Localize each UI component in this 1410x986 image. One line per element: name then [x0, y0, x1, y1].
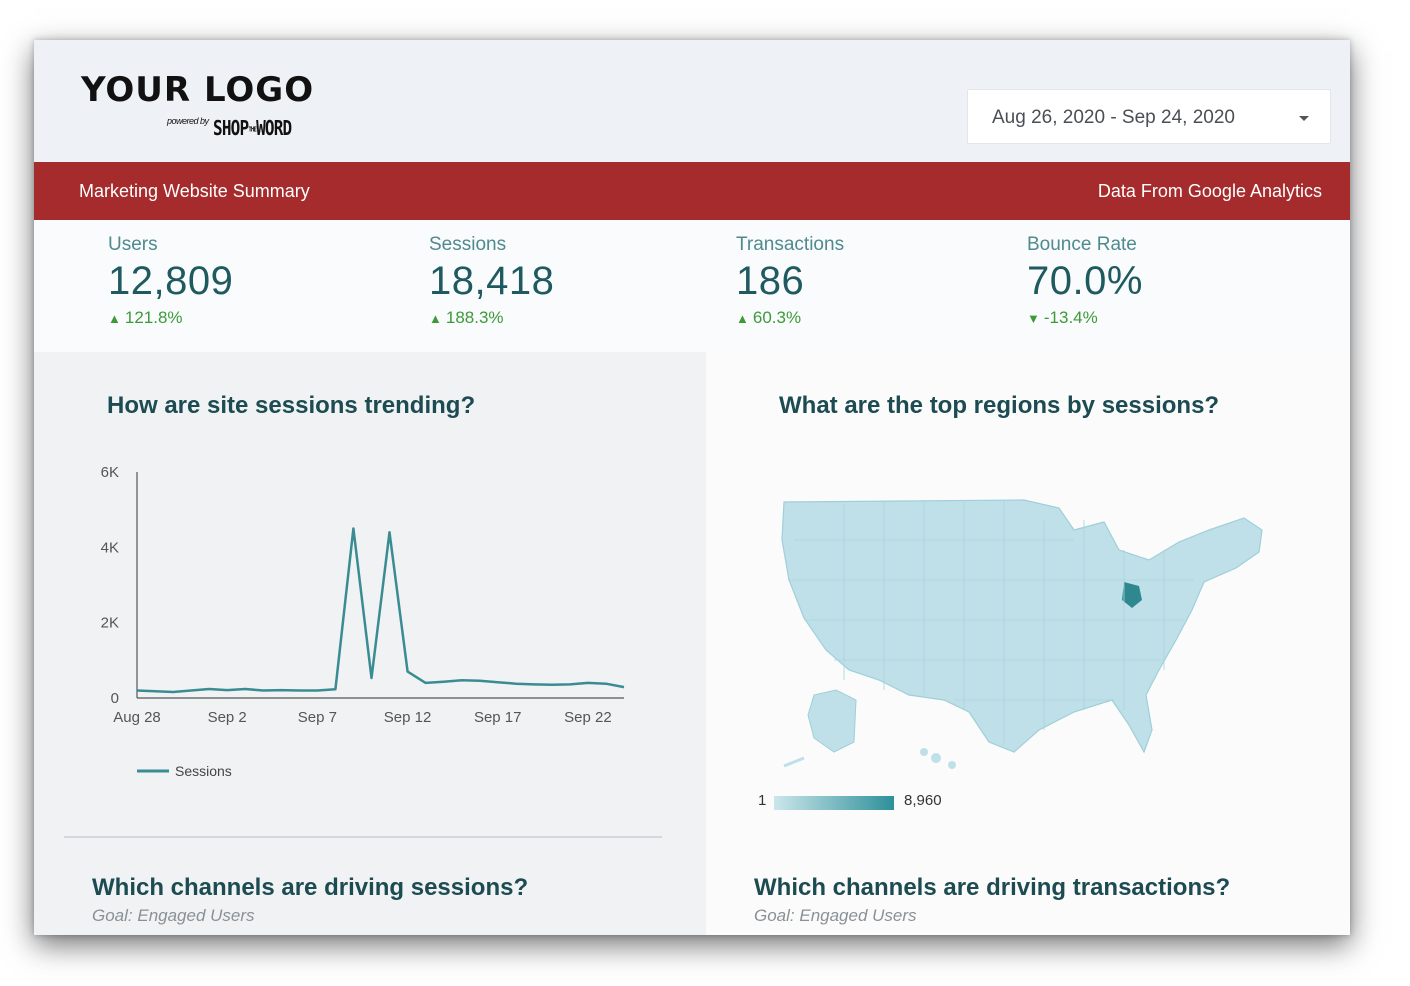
- scale-max-label: 8,960: [904, 792, 942, 809]
- date-range-value: Aug 26, 2020 - Sep 24, 2020: [992, 107, 1235, 128]
- x-tick-label: Sep 7: [298, 709, 337, 726]
- report-title: Marketing Website Summary: [79, 181, 310, 201]
- map-region-hawaii: [931, 753, 941, 763]
- y-tick-label: 6K: [101, 464, 119, 481]
- legend-label: Sessions: [175, 763, 232, 779]
- arrow-up-icon: ▲: [108, 311, 121, 326]
- kpi-delta: ▼ -13.4%: [1027, 308, 1098, 327]
- kpi-value: 186: [736, 259, 805, 303]
- regions-panel: What are the top regions by sessions? 1 …: [706, 352, 1350, 935]
- title-banner: Marketing Website Summary Data From Goog…: [34, 162, 1350, 220]
- sessions-trend-title: How are site sessions trending?: [107, 392, 476, 419]
- kpi-delta: ▲ 188.3%: [429, 308, 504, 327]
- scale-gradient-bar: [774, 796, 894, 810]
- powered-by-logo: powered by SHOPTHEWORD: [167, 116, 292, 140]
- kpi-sessions: Sessions 18,418 ▲ 188.3%: [429, 234, 554, 328]
- map-region-hawaii: [920, 748, 928, 756]
- x-tick-label: Sep 2: [208, 709, 247, 726]
- dashboard: YOUR LOGO powered by SHOPTHEWORD Aug 26,…: [34, 40, 1350, 935]
- x-tick-label: Sep 17: [474, 709, 522, 726]
- x-tick-label: Sep 22: [564, 709, 612, 726]
- data-source-label: Data From Google Analytics: [1097, 181, 1322, 201]
- sessions-line-chart[interactable]: 0 2K 4K 6K Aug 28 Sep 2 Sep 7 Sep 12 Sep 17 Sep 2…: [84, 462, 644, 792]
- map-region-contiguous-us: [781, 499, 1263, 754]
- map-region-borders: [789, 500, 1194, 745]
- kpi-bounce-rate: Bounce Rate 70.0% ▼ -13.4%: [1027, 234, 1143, 328]
- map-region-hawaii: [948, 761, 956, 769]
- kpi-value: 70.0%: [1027, 259, 1143, 303]
- x-tick-label: Aug 28: [113, 709, 161, 726]
- sessions-trend-panel: How are site sessions trending? 0 2K 4K 6K A…: [34, 352, 706, 935]
- x-tick-label: Sep 12: [384, 709, 432, 726]
- arrow-up-icon: ▲: [736, 311, 749, 326]
- caret-down-icon[interactable]: [1299, 116, 1309, 121]
- y-tick-label: 0: [111, 690, 119, 707]
- y-tick-label: 4K: [101, 539, 119, 556]
- top-bar: YOUR LOGO powered by SHOPTHEWORD Aug 26,…: [34, 40, 1350, 162]
- map-region-top-ohio: [1122, 582, 1142, 608]
- y-tick-label: 2K: [101, 615, 119, 632]
- kpi-label: Transactions: [736, 234, 845, 255]
- channels-transactions-goal: Goal: Engaged Users: [754, 906, 917, 925]
- kpi-label: Bounce Rate: [1027, 234, 1137, 255]
- kpi-delta: ▲ 121.8%: [108, 308, 183, 327]
- map-region-alaska-chain: [783, 756, 805, 768]
- channels-sessions-goal: Goal: Engaged Users: [92, 906, 255, 925]
- channels-sessions-title: Which channels are driving sessions?: [92, 874, 529, 901]
- kpi-value: 12,809: [108, 259, 234, 303]
- kpi-value: 18,418: [429, 259, 555, 303]
- us-region-map[interactable]: [774, 490, 1274, 770]
- kpi-delta: ▲ 60.3%: [736, 308, 802, 327]
- sessions-series-line: [136, 527, 625, 694]
- regions-title: What are the top regions by sessions?: [779, 392, 1220, 419]
- kpi-users: Users 12,809 ▲ 121.8%: [108, 234, 233, 328]
- arrow-up-icon: ▲: [429, 311, 442, 326]
- date-range-picker[interactable]: Aug 26, 2020 - Sep 24, 2020: [967, 89, 1331, 144]
- section-divider: [64, 836, 662, 838]
- kpi-label: Users: [108, 234, 158, 255]
- kpi-label: Sessions: [429, 234, 507, 255]
- map-region-alaska: [807, 689, 857, 753]
- channels-transactions-title: Which channels are driving transactions?: [754, 874, 1231, 901]
- logo: YOUR LOGO: [81, 70, 315, 110]
- scale-min-label: 1: [758, 792, 767, 809]
- kpi-transactions: Transactions 186 ▲ 60.3%: [736, 234, 844, 328]
- arrow-down-icon: ▼: [1027, 311, 1040, 326]
- kpi-row: Users 12,809 ▲ 121.8% Sessions 18,418 ▲ 18…: [34, 220, 1350, 352]
